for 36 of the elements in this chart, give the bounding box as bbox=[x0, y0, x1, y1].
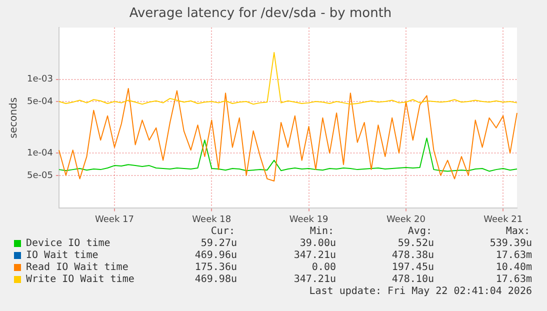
x-tick-label: Week 17 bbox=[94, 214, 134, 225]
text: 39.00u bbox=[300, 238, 336, 249]
text: 10.40m bbox=[496, 262, 532, 273]
text: 539.39u bbox=[490, 238, 532, 249]
text: 478.10u bbox=[392, 274, 434, 285]
chart-title: Average latency for /dev/sda - by month bbox=[129, 6, 392, 22]
text: 59.27u bbox=[200, 238, 237, 249]
x-tick-label: Week 18 bbox=[192, 214, 232, 225]
y-axis-title: seconds bbox=[8, 97, 20, 138]
text: 478.38u bbox=[392, 250, 434, 261]
legend-label: Write IO Wait time bbox=[26, 274, 134, 285]
x-tick-label: Week 19 bbox=[289, 214, 329, 225]
text: 347.21u bbox=[294, 274, 336, 285]
text: 347.21u bbox=[294, 250, 336, 261]
legend-label: Read IO Wait time bbox=[26, 262, 128, 273]
y-tick-label: 1e-03 bbox=[26, 74, 53, 85]
text: 17.63m bbox=[496, 250, 532, 261]
text: Cur: bbox=[210, 226, 235, 237]
text: 469.96u bbox=[194, 250, 237, 261]
x-tick-label: Week 20 bbox=[386, 214, 426, 225]
text: 469.98u bbox=[194, 274, 237, 285]
legend-label: Device IO time bbox=[26, 238, 110, 249]
text: Last update: Fri May 22 02:41:04 2026 bbox=[309, 286, 532, 297]
legend-label: IO Wait time bbox=[26, 250, 98, 261]
text: Max: bbox=[506, 226, 530, 237]
x-tick-label: Week 21 bbox=[484, 214, 523, 225]
text: Min: bbox=[310, 226, 334, 237]
y-tick-label: 5e-05 bbox=[26, 170, 53, 181]
text: Avg: bbox=[408, 226, 432, 237]
text: 175.36u bbox=[194, 262, 237, 273]
text: 17.63m bbox=[496, 274, 532, 285]
y-tick-label: 5e-04 bbox=[26, 96, 54, 107]
text: 197.45u bbox=[392, 262, 434, 273]
text: 59.52u bbox=[398, 238, 434, 249]
text: 0.00 bbox=[312, 262, 336, 273]
y-tick-label: 1e-04 bbox=[26, 148, 54, 159]
